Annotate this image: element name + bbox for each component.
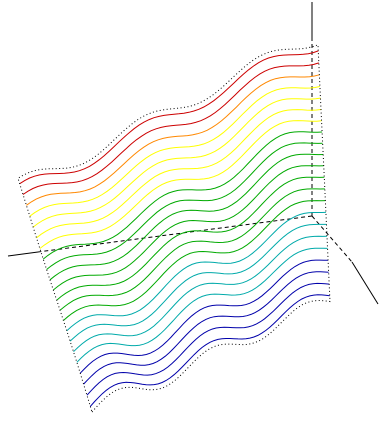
axes-back — [37, 40, 353, 263]
contour-line-7 — [69, 223, 327, 342]
surface-boundary-line — [17, 44, 331, 414]
contour-line-4 — [79, 259, 329, 374]
contour-line-9 — [63, 200, 326, 321]
contour-line-6 — [73, 235, 328, 353]
contour-line-8 — [66, 211, 326, 332]
contour-line-3 — [83, 271, 329, 385]
contour-line-1 — [89, 294, 330, 407]
x-axis — [7, 251, 39, 257]
y-axis — [351, 261, 379, 305]
contour-line-2 — [86, 282, 330, 396]
contour-lines — [19, 50, 330, 407]
contour-line-17 — [36, 109, 322, 239]
contour-line-16 — [39, 120, 322, 249]
contour-line-12 — [52, 165, 324, 291]
contour-line-5 — [76, 247, 328, 363]
axes-front — [7, 2, 379, 305]
contour-line-18 — [32, 97, 321, 228]
surface-boundary — [17, 44, 331, 414]
contour-line-15 — [42, 131, 323, 260]
contour-line-11 — [56, 176, 325, 301]
contour-line-14 — [46, 142, 323, 270]
contour-line-22 — [19, 50, 319, 185]
contour-line-19 — [29, 86, 321, 217]
contour-line-21 — [22, 62, 319, 195]
contour-line-10 — [59, 188, 325, 311]
contour-line-13 — [49, 153, 324, 281]
contour-line-20 — [26, 74, 320, 206]
y-axis-hidden — [311, 215, 353, 263]
